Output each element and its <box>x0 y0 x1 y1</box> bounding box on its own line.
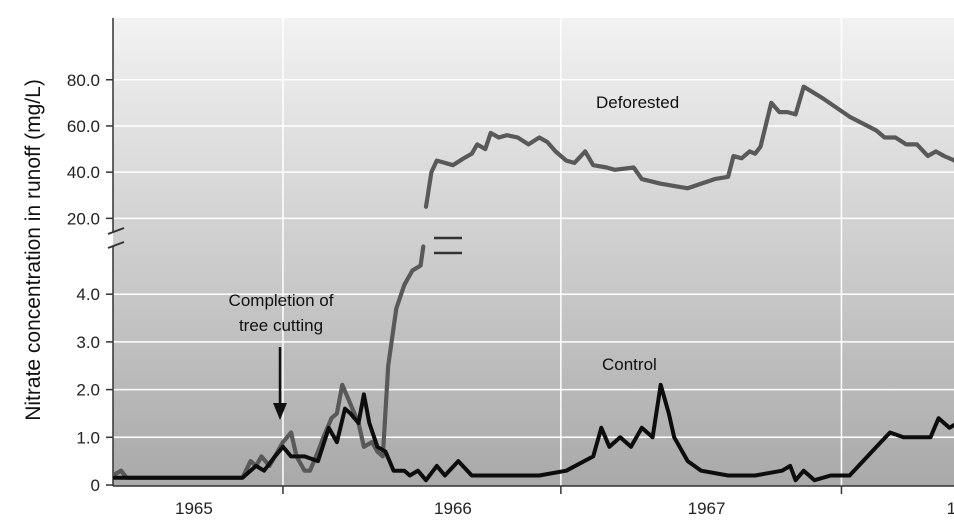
x-year-label: 1965 <box>175 499 213 518</box>
y-axis-title: Nitrate concentration in runoff (mg/L) <box>22 79 45 421</box>
series-break-mark <box>434 236 462 255</box>
y-tick-label: 0 <box>91 476 100 495</box>
y-tick-label: 20.0 <box>67 209 100 228</box>
y-tick-label: 80.0 <box>67 71 100 90</box>
series-line-control <box>113 382 954 483</box>
axis-break <box>107 227 125 249</box>
y-tick-label: 4.0 <box>76 285 100 304</box>
label-control: Control <box>602 355 657 374</box>
y-ticks: 0 1.0 2.0 3.0 4.0 20.0 40.0 60.0 80.0 <box>67 71 113 495</box>
label-cutting-line1: Completion of <box>229 291 334 310</box>
cutting-arrow <box>273 347 287 420</box>
y-tick-label: 40.0 <box>67 163 100 182</box>
series-layer <box>113 84 954 483</box>
label-cutting-line2: tree cutting <box>239 316 323 335</box>
axes <box>112 18 954 487</box>
x-ticks: 1965 1966 1967 1968 <box>175 486 954 518</box>
x-year-label: 1966 <box>434 499 472 518</box>
plot-background <box>113 18 954 486</box>
label-deforested: Deforested <box>596 93 679 112</box>
x-year-label: 1968 <box>947 499 954 518</box>
gridlines <box>113 18 954 486</box>
y-tick-label: 1.0 <box>76 428 100 447</box>
y-tick-label: 60.0 <box>67 117 100 136</box>
y-tick-label: 2.0 <box>76 381 100 400</box>
y-tick-label: 3.0 <box>76 333 100 352</box>
x-year-label: 1967 <box>688 499 726 518</box>
